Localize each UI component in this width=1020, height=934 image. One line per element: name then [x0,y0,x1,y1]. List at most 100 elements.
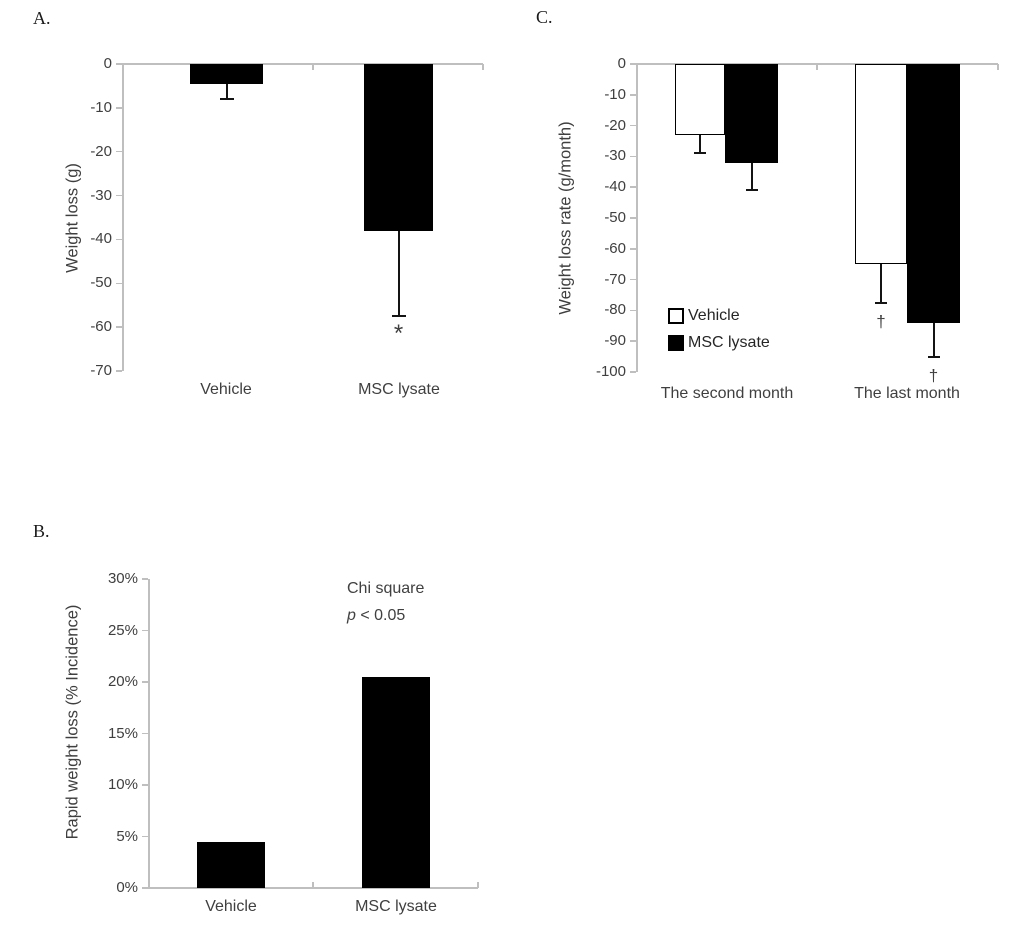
panel-c-y-tick-label: -90 [604,332,626,350]
chi-square-annotation: Chi square p < 0.05 [347,575,424,629]
panel-c-bar-msc-lysate-the-second-month [725,64,778,163]
panel-c-y-tick-label: -60 [604,239,626,257]
panel-b-x-tick [312,882,314,888]
panel-b-y-tick [142,578,148,580]
panel-c-y-tick [630,124,636,127]
panel-a-x-tick [312,64,314,70]
panel-c-bar-vehicle-the-last-month [855,64,907,265]
panel-a-y-tick-label: -60 [90,318,112,336]
legend-swatch-vehicle [668,307,684,324]
panel-c-error-bar [932,322,935,357]
panel-a-y-tick [116,238,122,241]
panel-a-y-tick [116,326,122,328]
panel-c-error-bar [699,134,701,154]
panel-c-y-tick-label: 0 [617,55,626,72]
panel-c-error-bar [880,264,882,303]
panel-c-y-tick [630,309,636,312]
panel-b-y-tick-label: 25% [107,621,138,639]
panel-a-error-bar-cap [391,315,406,318]
panel-c-x-tick [997,64,999,70]
panel-c-y-tick [630,155,636,158]
panel-c-y-tick [630,340,636,342]
panel-b-y-tick-label: 20% [107,673,138,690]
panel-c-error-bar-cap [875,301,887,304]
panel-c-y-tick [630,278,636,281]
panel-a-y-tick-label: -30 [90,186,112,204]
panel-a-y-tick [116,63,122,65]
panel-b-y-tick [142,887,148,889]
panel-a-y-tick [116,150,122,153]
panel-a-error-bar [225,83,228,100]
legend: Vehicle MSC lysate [668,302,770,356]
panel-c-y-tick [630,186,636,188]
panel-c-error-bar [750,162,753,191]
panel-c-error-bar-cap [694,152,706,155]
panel-c-category-label: The last month [854,385,960,402]
panel-c-y-tick-label: -20 [604,116,626,134]
legend-label-vehicle: Vehicle [688,306,740,324]
panel-a-y-tick-label: -50 [90,274,112,292]
panel-c-y-tick-label: -40 [604,178,626,196]
panel-c-significance-mark: † [876,311,886,331]
panel-a-category-label: MSC lysate [358,381,440,398]
panel-b-bar-msc-lysate [362,676,430,888]
panel-a-y-axis-line [122,64,124,371]
panel-a-y-tick-label: -20 [90,142,112,160]
panel-b-y-tick [142,629,148,632]
panel-a-bar-msc-lysate [364,64,433,231]
panel-b-category-label: Vehicle [205,898,257,915]
panel-b-y-tick [142,681,148,683]
panel-c-y-tick-label: -30 [604,147,626,165]
panel-b-y-tick [142,784,148,786]
panel-b-y-tick-label: 15% [107,724,138,742]
panel-a-category-label: Vehicle [200,381,252,398]
panel-c-label: C. [536,7,553,27]
panel-c-y-tick-label: -70 [604,270,626,288]
panel-b-y-tick-label: 5% [116,827,138,845]
legend-label-msc-lysate: MSC lysate [688,333,770,351]
legend-item-msc-lysate: MSC lysate [668,329,770,356]
panel-a-significance-mark: * [393,320,404,348]
panel-c-y-tick [630,94,636,96]
panel-c-y-tick-label: -80 [604,301,626,319]
panel-a-bar-vehicle [190,64,263,84]
panel-c-y-tick [630,371,636,373]
panel-a-y-tick [116,194,122,197]
panel-a-error-bar-cap [219,98,234,101]
annotation-line-2: p < 0.05 [347,602,424,629]
panel-c-y-tick [630,217,636,219]
annotation-p-symbol: p [347,607,356,624]
panel-a-error-bar [397,230,400,317]
panel-b-y-axis-line [148,579,150,888]
panel-b-y-tick-label: 0% [116,879,138,896]
panel-b-label: B. [33,521,50,541]
panel-c-y-axis-line [636,64,638,372]
annotation-p-value: < 0.05 [355,607,406,624]
panel-c-error-bar-cap [927,355,940,358]
panel-c-y-tick-label: -50 [604,209,626,226]
panel-b-x-axis-line [148,887,478,889]
panel-b-y-tick-label: 10% [107,776,138,793]
annotation-line-1: Chi square [347,580,425,597]
panel-a-y-tick-label: 0 [103,55,112,72]
panel-a-y-tick-label: -40 [90,230,112,248]
panel-c-y-tick-label: -100 [595,363,626,380]
panel-b-y-tick [142,835,148,838]
panel-a-y-tick-label: -10 [90,98,112,116]
panel-a-x-axis-line [122,63,483,65]
panel-a-label: A. [33,8,51,28]
panel-b-y-tick-label: 30% [107,570,138,587]
panel-a-y-tick [116,370,122,372]
panel-c-significance-mark: † [928,365,939,385]
panel-c-y-tick-label: -10 [604,85,626,103]
panel-c-y-tick [630,63,636,65]
panel-b-y-tick [142,732,148,735]
legend-item-vehicle: Vehicle [668,302,770,329]
panel-a-y-tick [116,107,122,109]
panel-b-x-tick [477,882,479,888]
panel-c-bar-msc-lysate-the-last-month [907,64,960,323]
panel-a-x-tick [482,64,484,70]
panel-b-category-label: MSC lysate [355,898,437,915]
